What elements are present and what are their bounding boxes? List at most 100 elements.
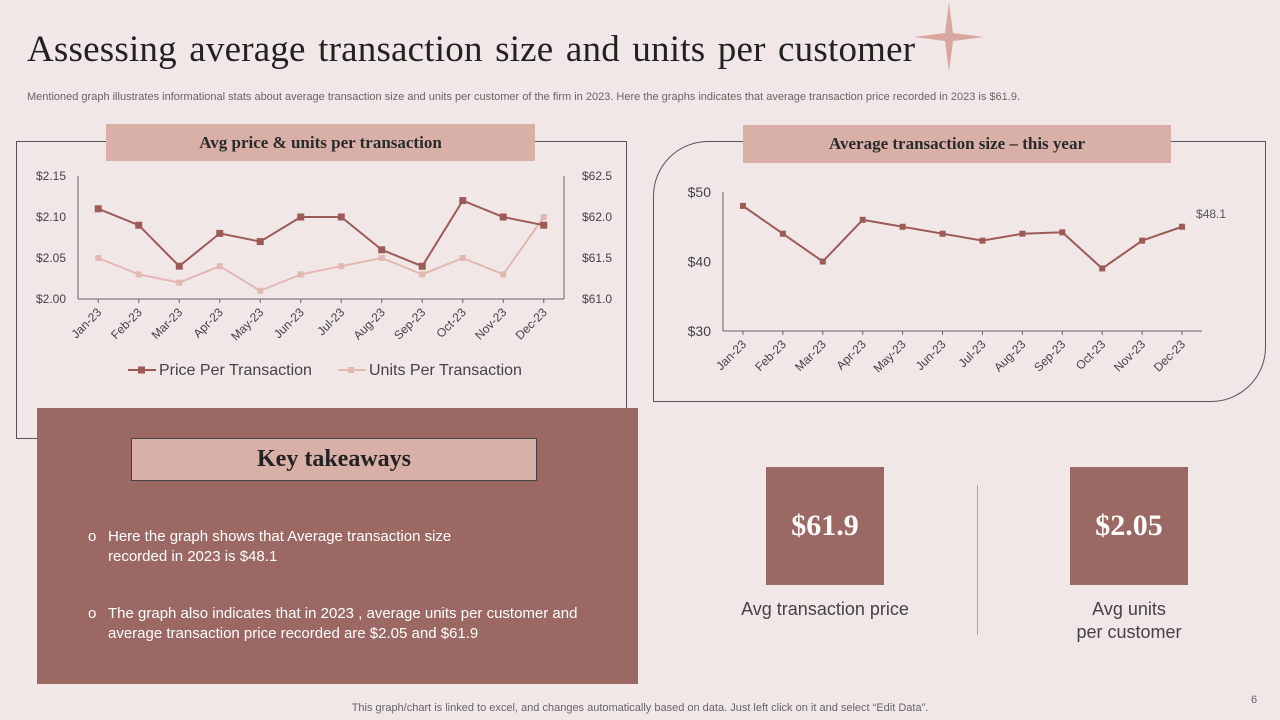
chart2-y-tick-label: $50	[688, 184, 712, 200]
chart2-x-tick-label: Jul-23	[956, 337, 989, 370]
chart2-x-tick-label: Apr-23	[833, 337, 869, 373]
chart2-x-tick-label: Oct-23	[1073, 337, 1109, 373]
chart2-x-tick-label: Jan-23	[713, 337, 749, 373]
star-decoration-icon	[914, 2, 984, 72]
chart2-x-tick-label: Sep-23	[1031, 337, 1068, 374]
chart2-point	[979, 237, 986, 244]
chart1-price-point	[216, 229, 224, 237]
chart1-legend-price-marker	[138, 366, 145, 374]
chart1-right-tick-label: $61.0	[582, 292, 612, 306]
chart2-x-tick-label: Dec-23	[1151, 337, 1188, 374]
bullet-circle-icon: o	[88, 528, 97, 545]
chart1-left-tick-label: $2.00	[36, 292, 66, 306]
stat-avg-price-label: Avg transaction price	[741, 599, 909, 619]
chart1-units-point	[135, 271, 142, 278]
chart1-units-point	[540, 214, 547, 220]
chart2-point	[1179, 223, 1186, 230]
chart2-x-tick-label: Nov-23	[1111, 337, 1148, 374]
chart1-x-tick-label: Oct-23	[434, 305, 470, 341]
chart2-series-line	[742, 205, 1183, 270]
chart2-x-tick-label: May-23	[871, 337, 909, 375]
chart2-point	[779, 230, 786, 237]
chart2-x-tick-label: Mar-23	[792, 337, 829, 374]
page-title: Assessing average transaction size and u…	[27, 29, 916, 70]
chart1-price-point	[175, 262, 183, 270]
chart1-series-price-line	[97, 199, 544, 268]
chart1-units-point	[419, 271, 426, 278]
chart1-price-point	[540, 221, 548, 229]
chart1-right-tick-label: $62.5	[582, 169, 612, 183]
stat-avg-units-value: $2.05	[1070, 467, 1188, 585]
chart1-x-tick-label: Aug-23	[351, 305, 388, 342]
chart1-price-point	[499, 213, 507, 221]
chart1-units-point	[500, 271, 507, 278]
chart2-point	[859, 216, 866, 223]
chart1-x-tick-label: Mar-23	[149, 305, 186, 342]
chart1-title: Avg price & units per transaction	[106, 124, 535, 161]
chart2-point	[1019, 230, 1026, 237]
chart2-point	[899, 223, 906, 230]
chart1-price-point	[459, 197, 467, 205]
chart1-units-point	[297, 271, 304, 278]
footer-note: This graph/chart is linked to excel, and…	[351, 702, 929, 714]
chart1-price-point	[378, 246, 386, 254]
chart1-right-tick-label: $62.0	[582, 210, 612, 224]
chart1-units-point	[338, 263, 345, 270]
chart1-legend-units-label: Units Per Transaction	[369, 362, 522, 379]
chart1-x-tick-label: Sep-23	[391, 305, 428, 342]
chart2-point	[1059, 229, 1066, 236]
chart1-units-point	[216, 263, 223, 270]
chart2-point	[939, 230, 946, 237]
chart1-units-point	[176, 279, 183, 286]
chart2-y-tick-label: $30	[688, 323, 712, 339]
chart2-x-tick-label: Feb-23	[752, 337, 789, 374]
chart2-y-tick-label: $40	[688, 254, 712, 270]
chart1-left-tick-label: $2.15	[36, 169, 66, 183]
chart1-x-tick-label: Jun-23	[271, 305, 307, 341]
chart1-left-tick-label: $2.05	[36, 251, 66, 265]
chart1-x-tick-label: Jan-23	[69, 305, 105, 341]
stat-avg-price-value: $61.9	[766, 467, 884, 585]
chart1-units-point	[378, 255, 385, 261]
chart1-x-tick-label: May-23	[228, 305, 266, 343]
chart1-price-point	[337, 213, 345, 221]
chart1-x-tick-label: Dec-23	[513, 305, 550, 342]
chart1-price-point	[297, 213, 305, 221]
takeaway-text: Here the graph shows that Average transa…	[108, 528, 452, 565]
chart2-point	[739, 202, 746, 209]
takeaway-text: The graph also indicates that in 2023 , …	[108, 605, 578, 642]
chart2-point	[1099, 265, 1106, 272]
chart2-x-tick-label: Aug-23	[991, 337, 1028, 374]
chart1-units-point	[257, 287, 264, 294]
stat-avg-units-label-line2: per customer	[1076, 622, 1182, 642]
chart1-units-point	[459, 255, 466, 261]
chart1-units-point	[95, 255, 102, 261]
page-subtitle: Mentioned graph illustrates informationa…	[27, 91, 1021, 103]
chart2-title: Average transaction size – this year	[743, 125, 1171, 163]
chart1-legend-price-label: Price Per Transaction	[159, 362, 312, 379]
chart1-series-units-line	[97, 216, 545, 292]
chart1-x-tick-label: Apr-23	[190, 305, 226, 341]
stat-avg-units-label: Avg units per customer	[1019, 598, 1239, 644]
chart1-price-point	[94, 205, 102, 213]
chart2-point	[819, 258, 826, 265]
chart1-x-tick-label: Nov-23	[472, 305, 509, 342]
chart1-left-tick-label: $2.10	[36, 210, 66, 224]
stat-avg-units-label-line1: Avg units	[1092, 599, 1166, 619]
chart1-price-point	[256, 238, 264, 246]
chart1-x-tick-label: Feb-23	[108, 305, 145, 342]
chart2-data-label: $48.1	[1196, 207, 1226, 221]
chart1-price-point	[418, 262, 426, 270]
takeaways-title: Key takeaways	[131, 438, 537, 481]
stats-divider	[977, 485, 978, 635]
chart1-legend-units-marker	[348, 367, 354, 373]
bullet-circle-icon: o	[88, 605, 97, 622]
chart1-price-point	[135, 221, 143, 229]
chart2-point	[1139, 237, 1146, 244]
page-number: 6	[1251, 694, 1258, 706]
chart1-plot[interactable]: $2.15 $2.10 $2.05 $2.00 $62.5 $62.0 $61.5 $61.0…	[16, 141, 626, 437]
chart1-x-tick-label: Jul-23	[314, 305, 347, 338]
chart1-right-tick-label: $61.5	[582, 251, 612, 265]
chart2-x-tick-label: Jun-23	[913, 337, 949, 373]
